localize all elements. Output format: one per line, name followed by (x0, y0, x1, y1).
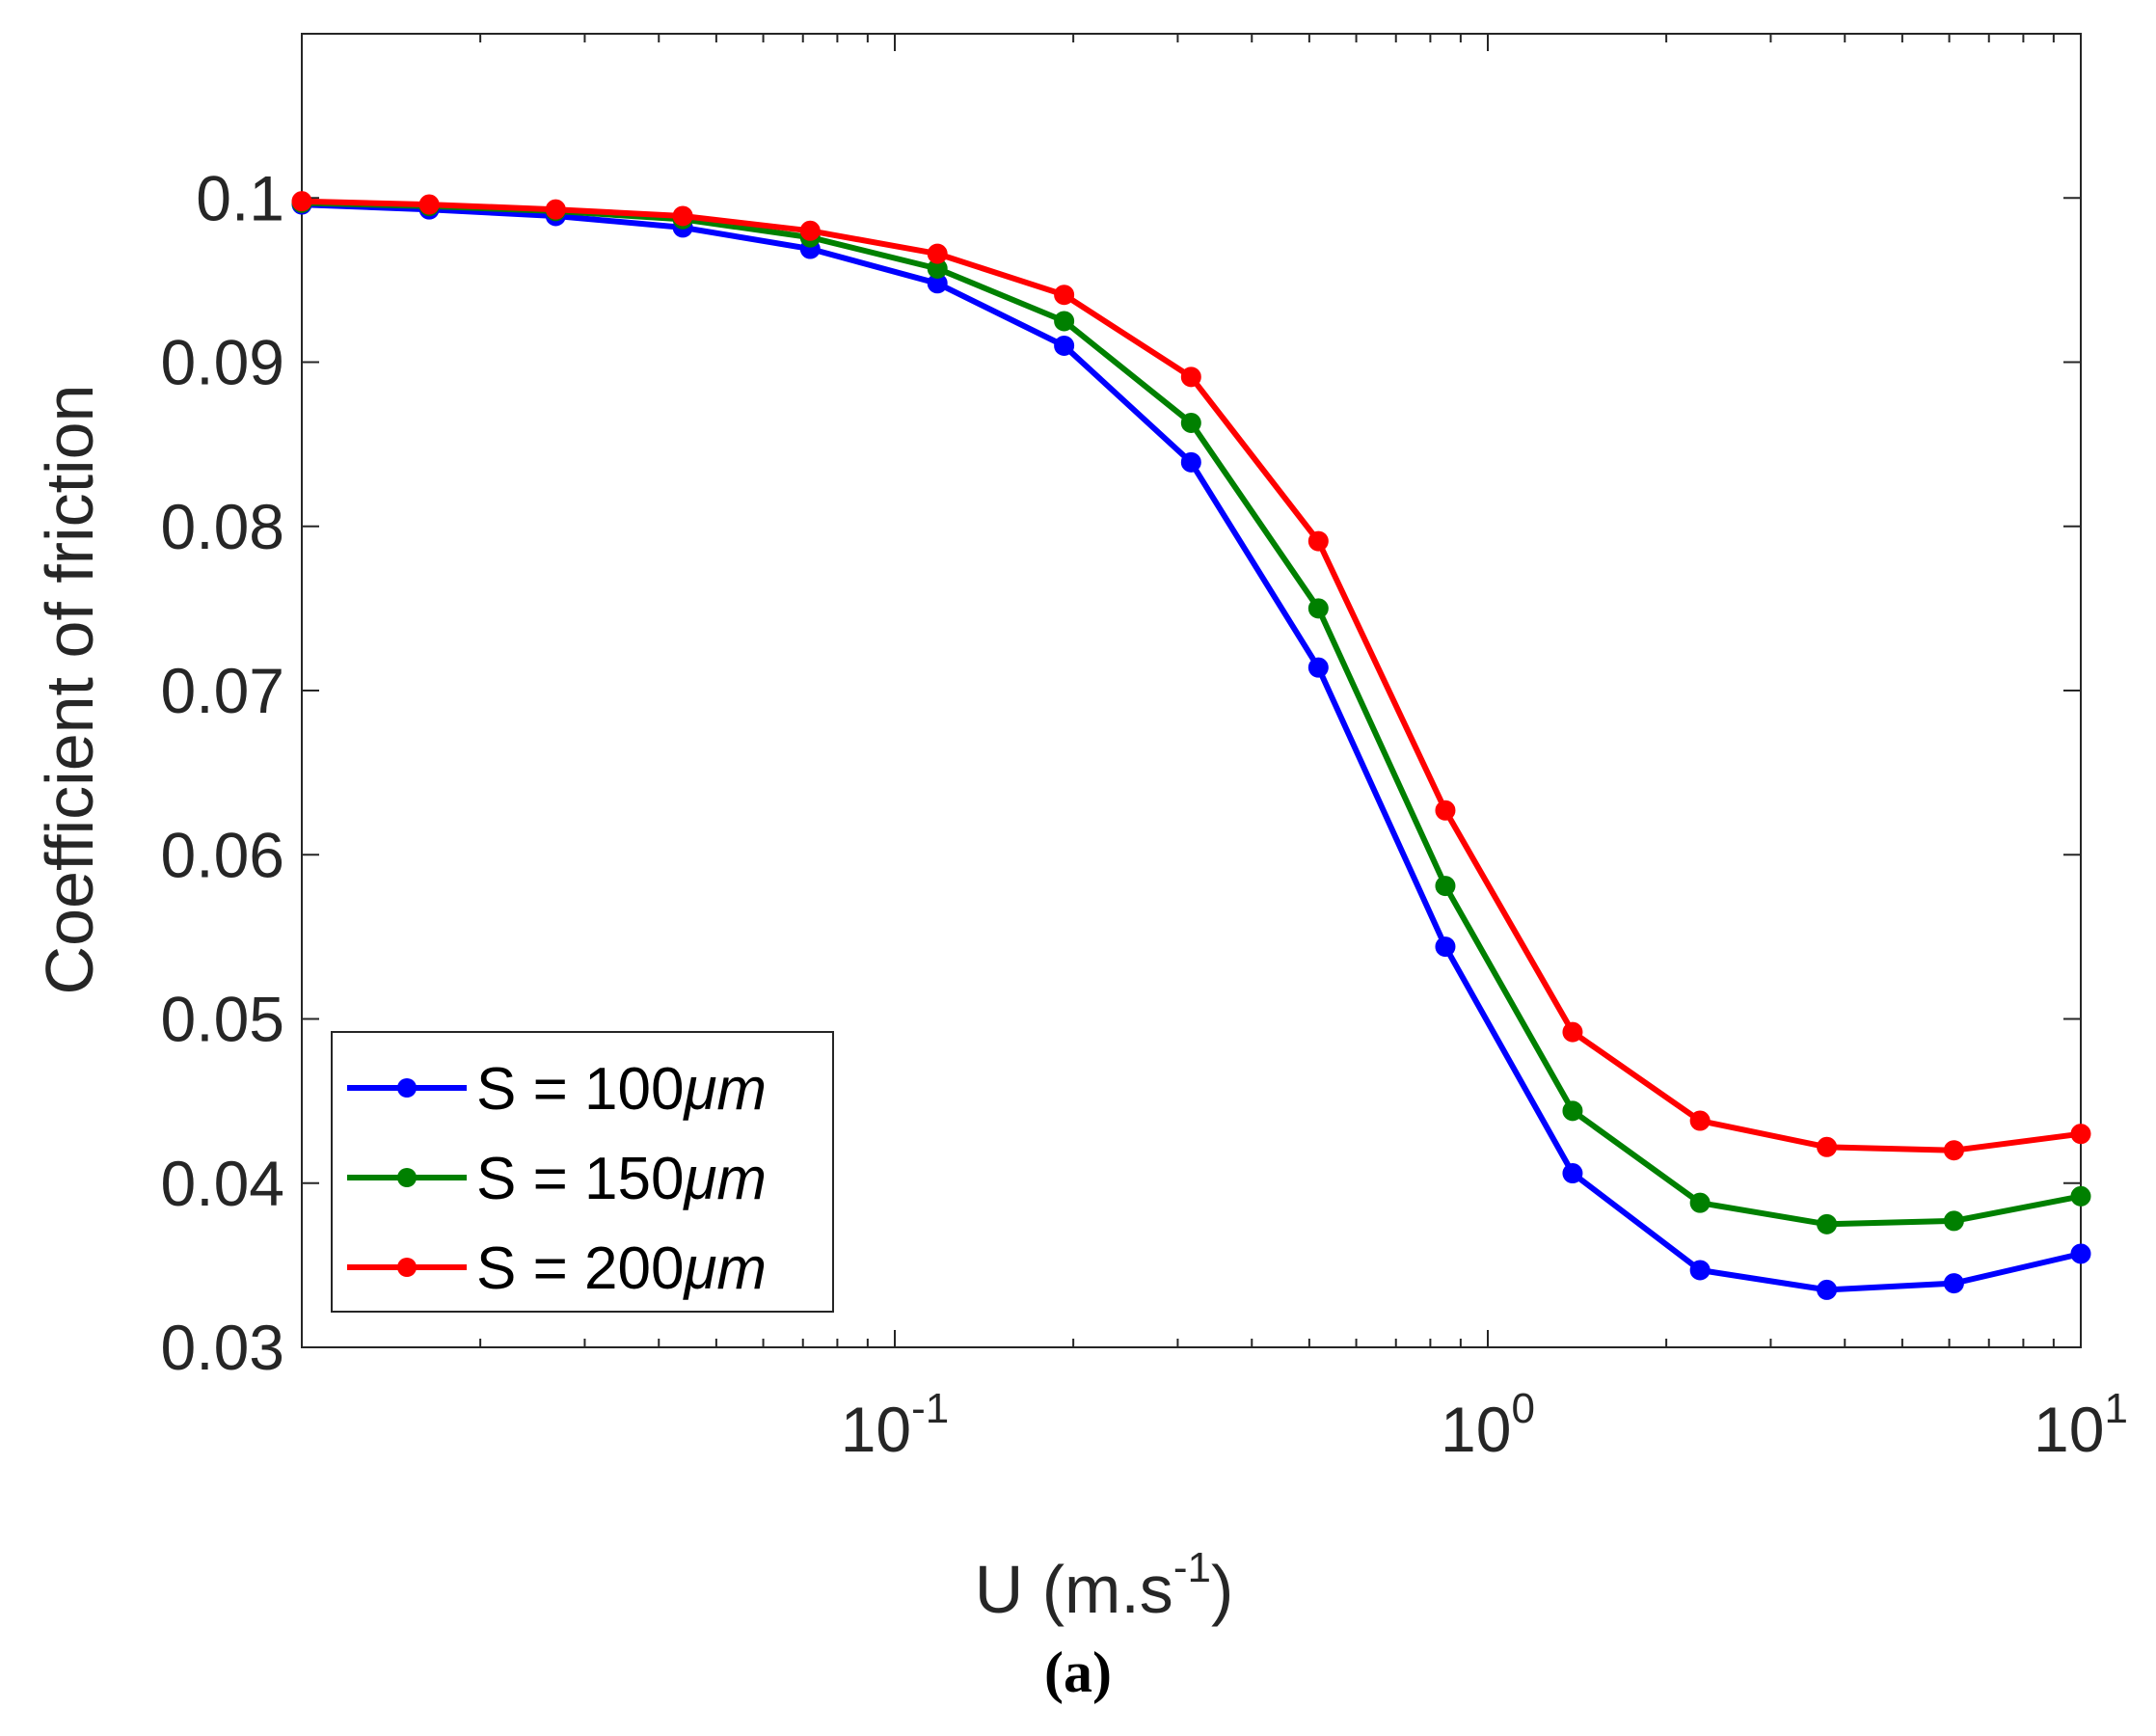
data-point (1180, 412, 1201, 433)
y-tick-label: 0.05 (161, 984, 284, 1055)
y-tick-label: 0.08 (161, 491, 284, 562)
legend-label-unit: μm (682, 1056, 767, 1123)
tick-labels: 0.030.040.050.060.070.080.090.110-1 100 10… (161, 162, 2128, 1465)
data-point (1817, 1279, 1838, 1300)
x-tick-label: 101 (2034, 1385, 2128, 1465)
legend-marker-3 (397, 1258, 417, 1277)
data-point (1307, 598, 1329, 619)
data-point (2070, 1124, 2091, 1145)
series-line-3 (301, 198, 2082, 1153)
data-point (1435, 936, 1456, 958)
data-point (1943, 1210, 1964, 1232)
legend-label-name: S = 100 (476, 1056, 684, 1123)
legend-label-name: S = 150 (476, 1146, 684, 1212)
legend-label-2: S = 150μm (476, 1146, 767, 1212)
series-layer (291, 191, 2091, 1300)
data-point (1307, 657, 1329, 678)
data-point (1817, 1136, 1838, 1157)
data-point (1689, 1260, 1711, 1281)
data-point (1689, 1192, 1711, 1213)
legend-label-3: S = 200μm (476, 1235, 767, 1302)
legend-label-1: S = 100μm (476, 1056, 767, 1123)
axes-frame (301, 33, 2082, 1348)
data-point (1562, 1163, 1583, 1184)
x-axis-label-main: U (m.s (975, 1552, 1173, 1627)
y-tick-label: 0.1 (196, 162, 284, 233)
data-point (1180, 451, 1201, 473)
data-point (1562, 1100, 1583, 1122)
x-tick-label: 10-1 (841, 1385, 950, 1465)
x-tick-label-exponent: 0 (1511, 1385, 1534, 1432)
y-axis-label: Coefficient of friction (32, 385, 107, 995)
data-point (1180, 366, 1201, 388)
data-point (1435, 800, 1456, 821)
legend-marker-1 (397, 1078, 417, 1098)
data-point (545, 199, 566, 220)
data-point (1689, 1110, 1711, 1131)
x-tick-label: 100 (1441, 1385, 1535, 1465)
x-axis-label: U (m.s-1) (975, 1544, 1234, 1627)
axis-titles: Coefficient of friction U (m.s-1) (32, 385, 1233, 1627)
data-point (1562, 1021, 1583, 1043)
x-tick-label-base: 10 (2034, 1394, 2104, 1465)
y-tick-label: 0.09 (161, 327, 284, 398)
data-point (1054, 285, 1075, 306)
data-point (1817, 1213, 1838, 1234)
data-point (1943, 1273, 1964, 1294)
data-point (927, 243, 948, 264)
x-tick-label-exponent: 1 (2104, 1385, 2127, 1432)
data-point (291, 191, 312, 212)
legend-label-unit: μm (682, 1235, 767, 1302)
x-axis-label-end: ) (1211, 1552, 1233, 1627)
y-tick-label: 0.03 (161, 1312, 284, 1383)
data-point (1943, 1140, 1964, 1161)
legend-marker-2 (397, 1168, 417, 1187)
data-point (1054, 335, 1075, 356)
legend-label-name: S = 200 (476, 1235, 684, 1302)
figure-caption: (a) (1044, 1641, 1112, 1704)
data-point (672, 205, 693, 227)
y-tick-label: 0.07 (161, 655, 284, 726)
x-axis-label-exponent: -1 (1173, 1544, 1211, 1591)
x-tick-label-base: 10 (1441, 1394, 1511, 1465)
y-tick-label: 0.06 (161, 819, 284, 890)
data-point (1435, 876, 1456, 897)
data-point (418, 194, 440, 215)
legend-label-unit: μm (682, 1146, 767, 1212)
data-point (1054, 311, 1075, 332)
data-point (799, 220, 821, 241)
data-point (1307, 530, 1329, 552)
y-tick-label: 0.04 (161, 1148, 284, 1219)
data-point (2070, 1243, 2091, 1264)
data-point (2070, 1185, 2091, 1207)
x-tick-label-base: 10 (841, 1394, 911, 1465)
x-tick-label-exponent: -1 (911, 1385, 949, 1432)
